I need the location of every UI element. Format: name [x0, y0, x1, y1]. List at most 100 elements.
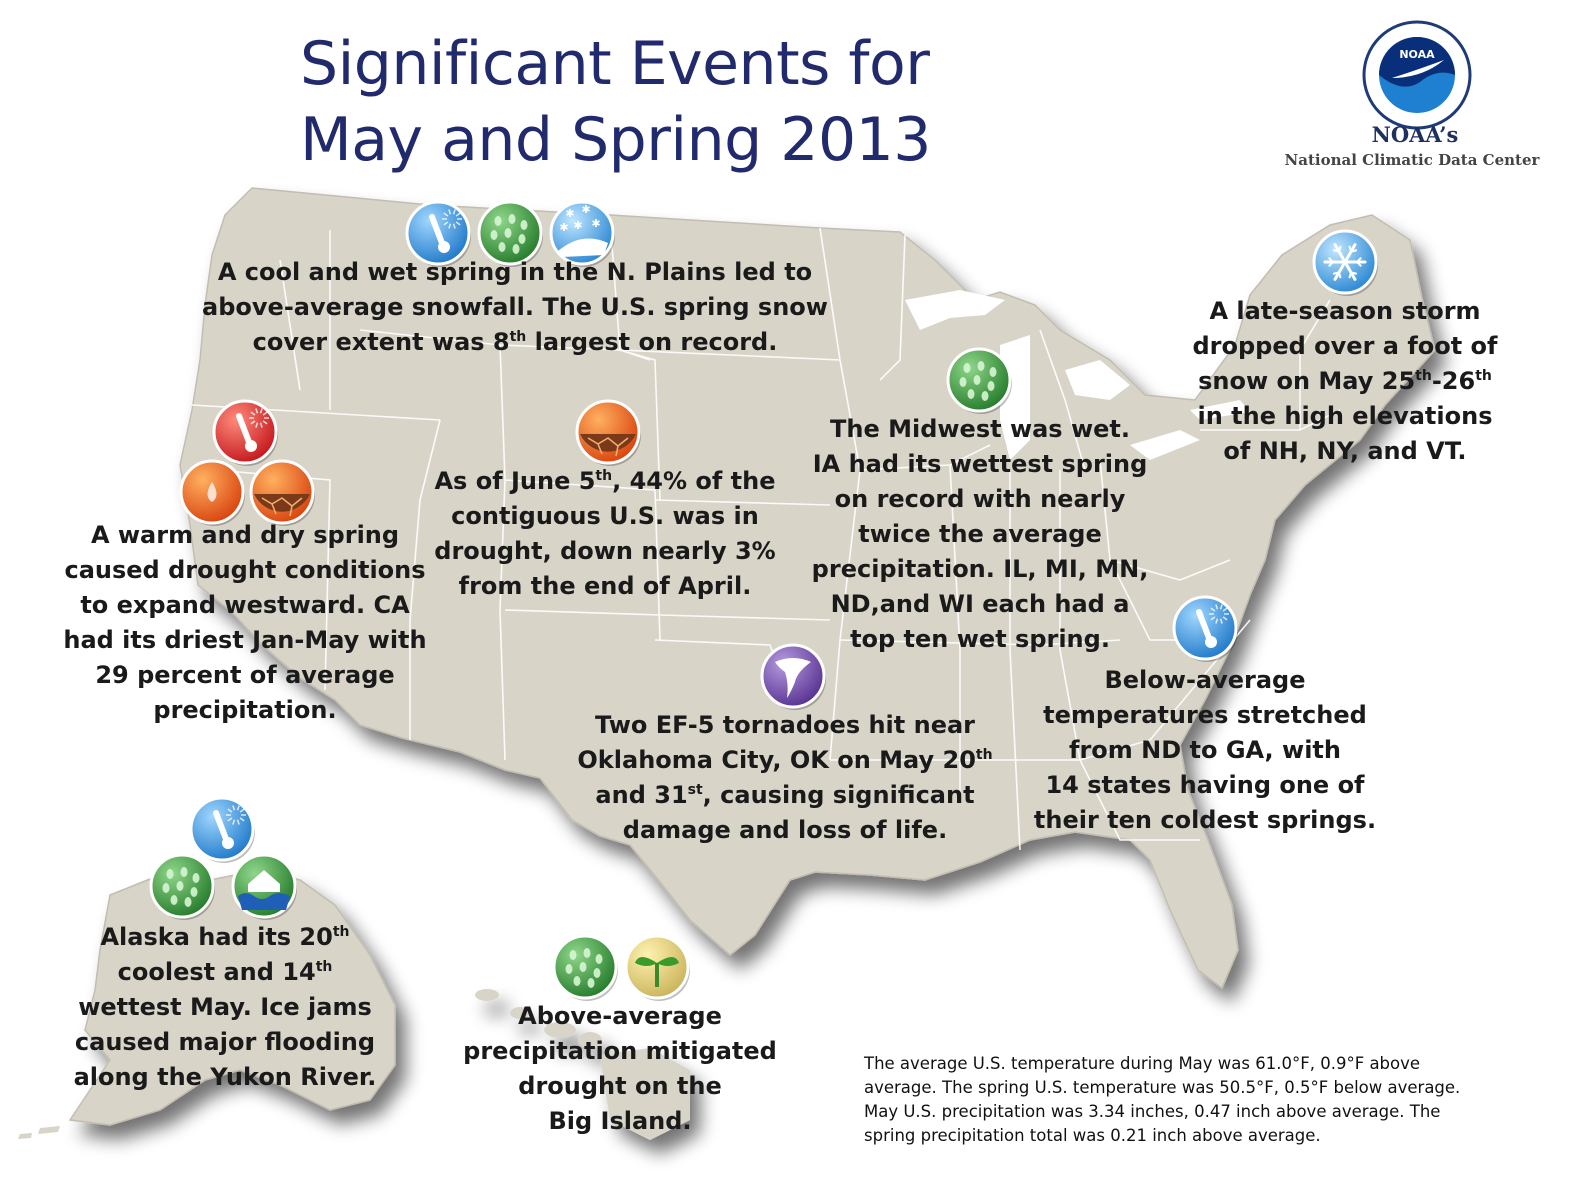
callout-alaska: Alaska had its 20th coolest and 14th wet… [55, 920, 395, 1095]
callout-midwest: The Midwest was wet. IA had its wettest … [800, 412, 1160, 657]
callout-line: Above-average [518, 1002, 722, 1030]
callout-line: largest on record. [526, 328, 778, 356]
noaa-logo: NOAA [1362, 20, 1472, 130]
callout-line: Oklahoma City, OK on May 20 [577, 746, 976, 774]
callout-line: coolest and 14 [117, 958, 316, 986]
callout-line: , causing significant [702, 781, 975, 809]
summary-line: May U.S. precipitation was 3.34 inches, … [864, 1102, 1441, 1121]
drought-cracked-ground-icon [575, 399, 641, 466]
state-borders [191, 219, 1341, 851]
org-name: NOAA’s [1371, 122, 1459, 147]
callout-north-plains: A cool and wet spring in the N. Plains l… [200, 255, 830, 360]
callout-line: caused major flooding [74, 1028, 376, 1056]
superscript: th [595, 468, 613, 484]
callout-line: -26 [1431, 367, 1476, 395]
snow-icon: ✱ ✱✱✱✱ [549, 200, 615, 267]
callout-hawaii: Above-average precipitation mitigated dr… [455, 999, 785, 1139]
flood-icon [231, 853, 297, 920]
national-summary: The average U.S. temperature during May … [864, 1052, 1564, 1148]
callout-line: damage and loss of life. [622, 816, 948, 844]
drought-cracked-ground-icon [249, 459, 315, 526]
callout-line: Big Island. [548, 1107, 692, 1135]
callout-line: A cool and wet spring in the N. Plains l… [217, 258, 813, 286]
snowflake-icon [1312, 229, 1378, 296]
callout-line: of NH, NY, and VT. [1223, 437, 1467, 465]
callout-line: to expand westward. CA [80, 591, 410, 619]
cold-thermometer-icon [189, 796, 255, 863]
callout-line: contiguous U.S. was in [451, 502, 759, 530]
callout-line: on record with nearly [834, 485, 1126, 513]
callout-central: As of June 5th, 44% of the contiguous U.… [420, 464, 790, 604]
callout-line: Below-average [1104, 666, 1306, 694]
callout-southeast: Below-average temperatures stretched fro… [1025, 663, 1385, 838]
title-line-1: Significant Events for [300, 29, 930, 99]
callout-line: in the high elevations [1197, 402, 1493, 430]
callout-line: from ND to GA, with [1069, 736, 1341, 764]
callout-line: along the Yukon River. [73, 1063, 377, 1091]
hot-thermometer-icon [212, 399, 278, 466]
callout-line: precipitation. [153, 696, 337, 724]
superscript: th [315, 959, 333, 975]
callout-line: top ten wet spring. [850, 625, 1110, 653]
svg-text:✱: ✱ [559, 221, 568, 234]
wet-rain-icon [149, 853, 215, 920]
callout-line: had its driest Jan-May with [63, 626, 427, 654]
summary-line: average. The spring U.S. temperature was… [864, 1078, 1461, 1097]
callout-line: 29 percent of average [95, 661, 395, 689]
superscript: th [332, 924, 350, 940]
summary-line: The average U.S. temperature during May … [864, 1054, 1421, 1073]
callout-line: 14 states having one of [1045, 771, 1365, 799]
svg-text:✱: ✱ [591, 217, 600, 230]
superscript: st [687, 782, 703, 798]
title-line-2: May and Spring 2013 [300, 105, 931, 175]
callout-line: wettest May. Ice jams [78, 993, 372, 1021]
drought-relief-sprout-icon [624, 934, 690, 1001]
aleutian-islands [18, 1126, 60, 1139]
callout-west: A warm and dry spring caused drought con… [55, 518, 435, 728]
callout-line: A late-season storm [1209, 297, 1481, 325]
callout-line: A warm and dry spring [90, 521, 400, 549]
callout-line: precipitation mitigated [463, 1037, 777, 1065]
callout-line: their ten coldest springs. [1033, 806, 1377, 834]
svg-text:✱: ✱ [573, 219, 582, 232]
superscript: th [509, 329, 527, 345]
callout-line: precipitation. IL, MI, MN, [811, 555, 1149, 583]
callout-line: ND,and WI each had a [830, 590, 1130, 618]
wet-rain-icon [552, 934, 618, 1001]
cold-thermometer-icon [405, 200, 471, 267]
callout-line: temperatures stretched [1043, 701, 1367, 729]
callout-line: Alaska had its 20 [100, 923, 333, 951]
superscript: th [1415, 368, 1432, 384]
great-lakes [905, 290, 1250, 460]
callout-line: The Midwest was wet. [830, 415, 1130, 443]
svg-text:✱: ✱ [565, 207, 574, 220]
tornado-icon [760, 643, 826, 710]
callout-line: twice the average [858, 520, 1102, 548]
superscript: th [1475, 368, 1492, 384]
callout-line: above-average snowfall. The U.S. spring … [202, 293, 828, 321]
cold-thermometer-icon [1172, 595, 1238, 662]
svg-text:✱: ✱ [581, 203, 590, 216]
callout-line: from the end of April. [458, 572, 752, 600]
summary-line: spring precipitation total was 0.21 inch… [864, 1126, 1321, 1145]
callout-line: IA had its wettest spring [812, 450, 1148, 478]
callout-line: caused drought conditions [64, 556, 426, 584]
callout-line: drought, down nearly 3% [434, 537, 776, 565]
logo-seal-text: NOAA [1399, 48, 1435, 61]
dry-drop-icon [179, 459, 245, 526]
callout-northeast: A late-season storm dropped over a foot … [1180, 294, 1510, 469]
callout-line: and 31 [595, 781, 688, 809]
page-title: Significant Events for May and Spring 20… [300, 26, 931, 178]
callout-line: Two EF-5 tornadoes hit near [594, 711, 975, 739]
callout-line: , 44% of the [612, 467, 776, 495]
hawaii-shape [475, 989, 690, 1140]
callout-line: drought on the [518, 1072, 722, 1100]
callout-line: As of June 5 [434, 467, 596, 495]
org-subtitle: National Climatic Data Center [1284, 151, 1540, 169]
callout-line: snow on May 25 [1198, 367, 1416, 395]
superscript: th [975, 747, 993, 763]
callout-line: cover extent was 8 [252, 328, 510, 356]
wet-rain-icon [477, 200, 543, 267]
wet-rain-icon [946, 347, 1012, 414]
